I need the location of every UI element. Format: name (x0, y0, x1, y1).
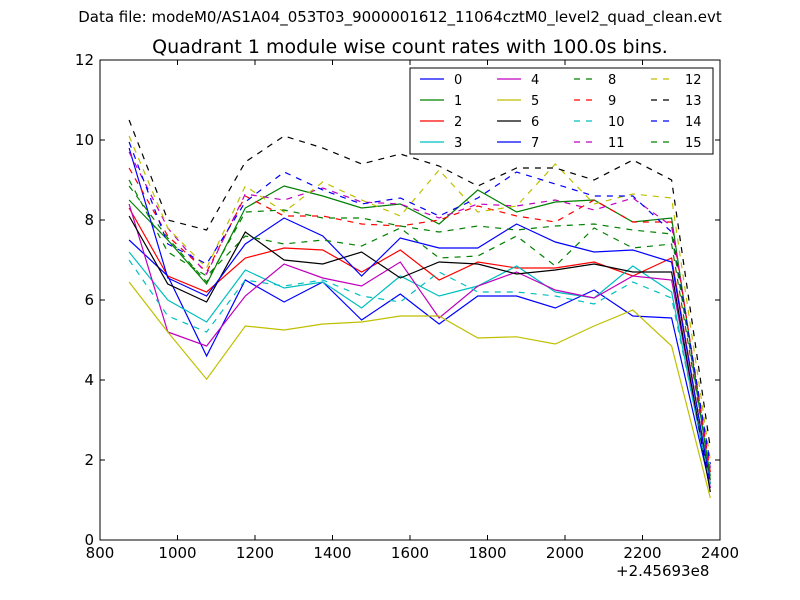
x-tick-label: 1800 (468, 544, 506, 562)
legend-label-7: 7 (531, 136, 539, 151)
series-line-2 (128, 207, 711, 485)
x-tick-label: 2400 (701, 544, 739, 562)
x-tick-label: 1400 (313, 544, 351, 562)
x-tick-label: 800 (86, 544, 115, 562)
series-line-7 (128, 147, 711, 485)
axes-layer: 800 1000 1200 1400 1600 1800 2000 2200 2400 0 2 4 6 8… (75, 51, 739, 562)
legend-label-5: 5 (531, 94, 539, 109)
figure-suptitle: Data file: modeM0/AS1A04_053T03_90000016… (78, 8, 722, 26)
legend-label-12: 12 (685, 73, 702, 88)
series-line-0 (128, 239, 711, 489)
x-tick-label: 1000 (158, 544, 196, 562)
series-line-15 (128, 185, 711, 477)
legend-box (409, 67, 714, 155)
series-layer (128, 119, 711, 499)
y-tick-label: 2 (84, 451, 94, 469)
chart-title: Quadrant 1 module wise count rates with … (152, 36, 668, 58)
legend-label-10: 10 (608, 115, 625, 130)
series-line-6 (128, 215, 711, 493)
series-line-3 (128, 251, 711, 489)
x-tick-label: 2000 (546, 544, 584, 562)
series-line-14 (128, 141, 711, 465)
series-line-5 (128, 281, 711, 499)
x-tick-label: 1200 (236, 544, 274, 562)
series-line-12 (128, 135, 711, 461)
legend-label-15: 15 (685, 136, 702, 151)
legend-label-4: 4 (531, 73, 539, 88)
x-tick-label: 1600 (391, 544, 429, 562)
legend-label-13: 13 (685, 94, 702, 109)
legend-label-3: 3 (454, 136, 462, 151)
legend-label-0: 0 (454, 73, 462, 88)
series-line-8 (128, 179, 711, 477)
legend-label-6: 6 (531, 115, 539, 130)
y-tick-label: 0 (84, 531, 94, 549)
series-line-11 (128, 151, 711, 469)
x-tick-label: 2200 (623, 544, 661, 562)
legend-label-1: 1 (454, 94, 462, 109)
y-tick-label: 10 (75, 131, 94, 149)
y-tick-label: 12 (75, 51, 94, 69)
legend-label-9: 9 (608, 94, 616, 109)
y-tick-label: 4 (84, 371, 94, 389)
series-line-4 (128, 203, 711, 489)
legend-label-11: 11 (608, 136, 625, 151)
series-line-9 (128, 167, 711, 473)
y-tick-label: 6 (84, 291, 94, 309)
legend-label-8: 8 (608, 73, 616, 88)
y-tick-label: 8 (84, 211, 94, 229)
legend-label-2: 2 (454, 115, 462, 130)
x-axis-offset-label: +2.45693e8 (616, 562, 710, 580)
series-line-10 (128, 259, 711, 485)
legend-label-14: 14 (685, 115, 702, 130)
